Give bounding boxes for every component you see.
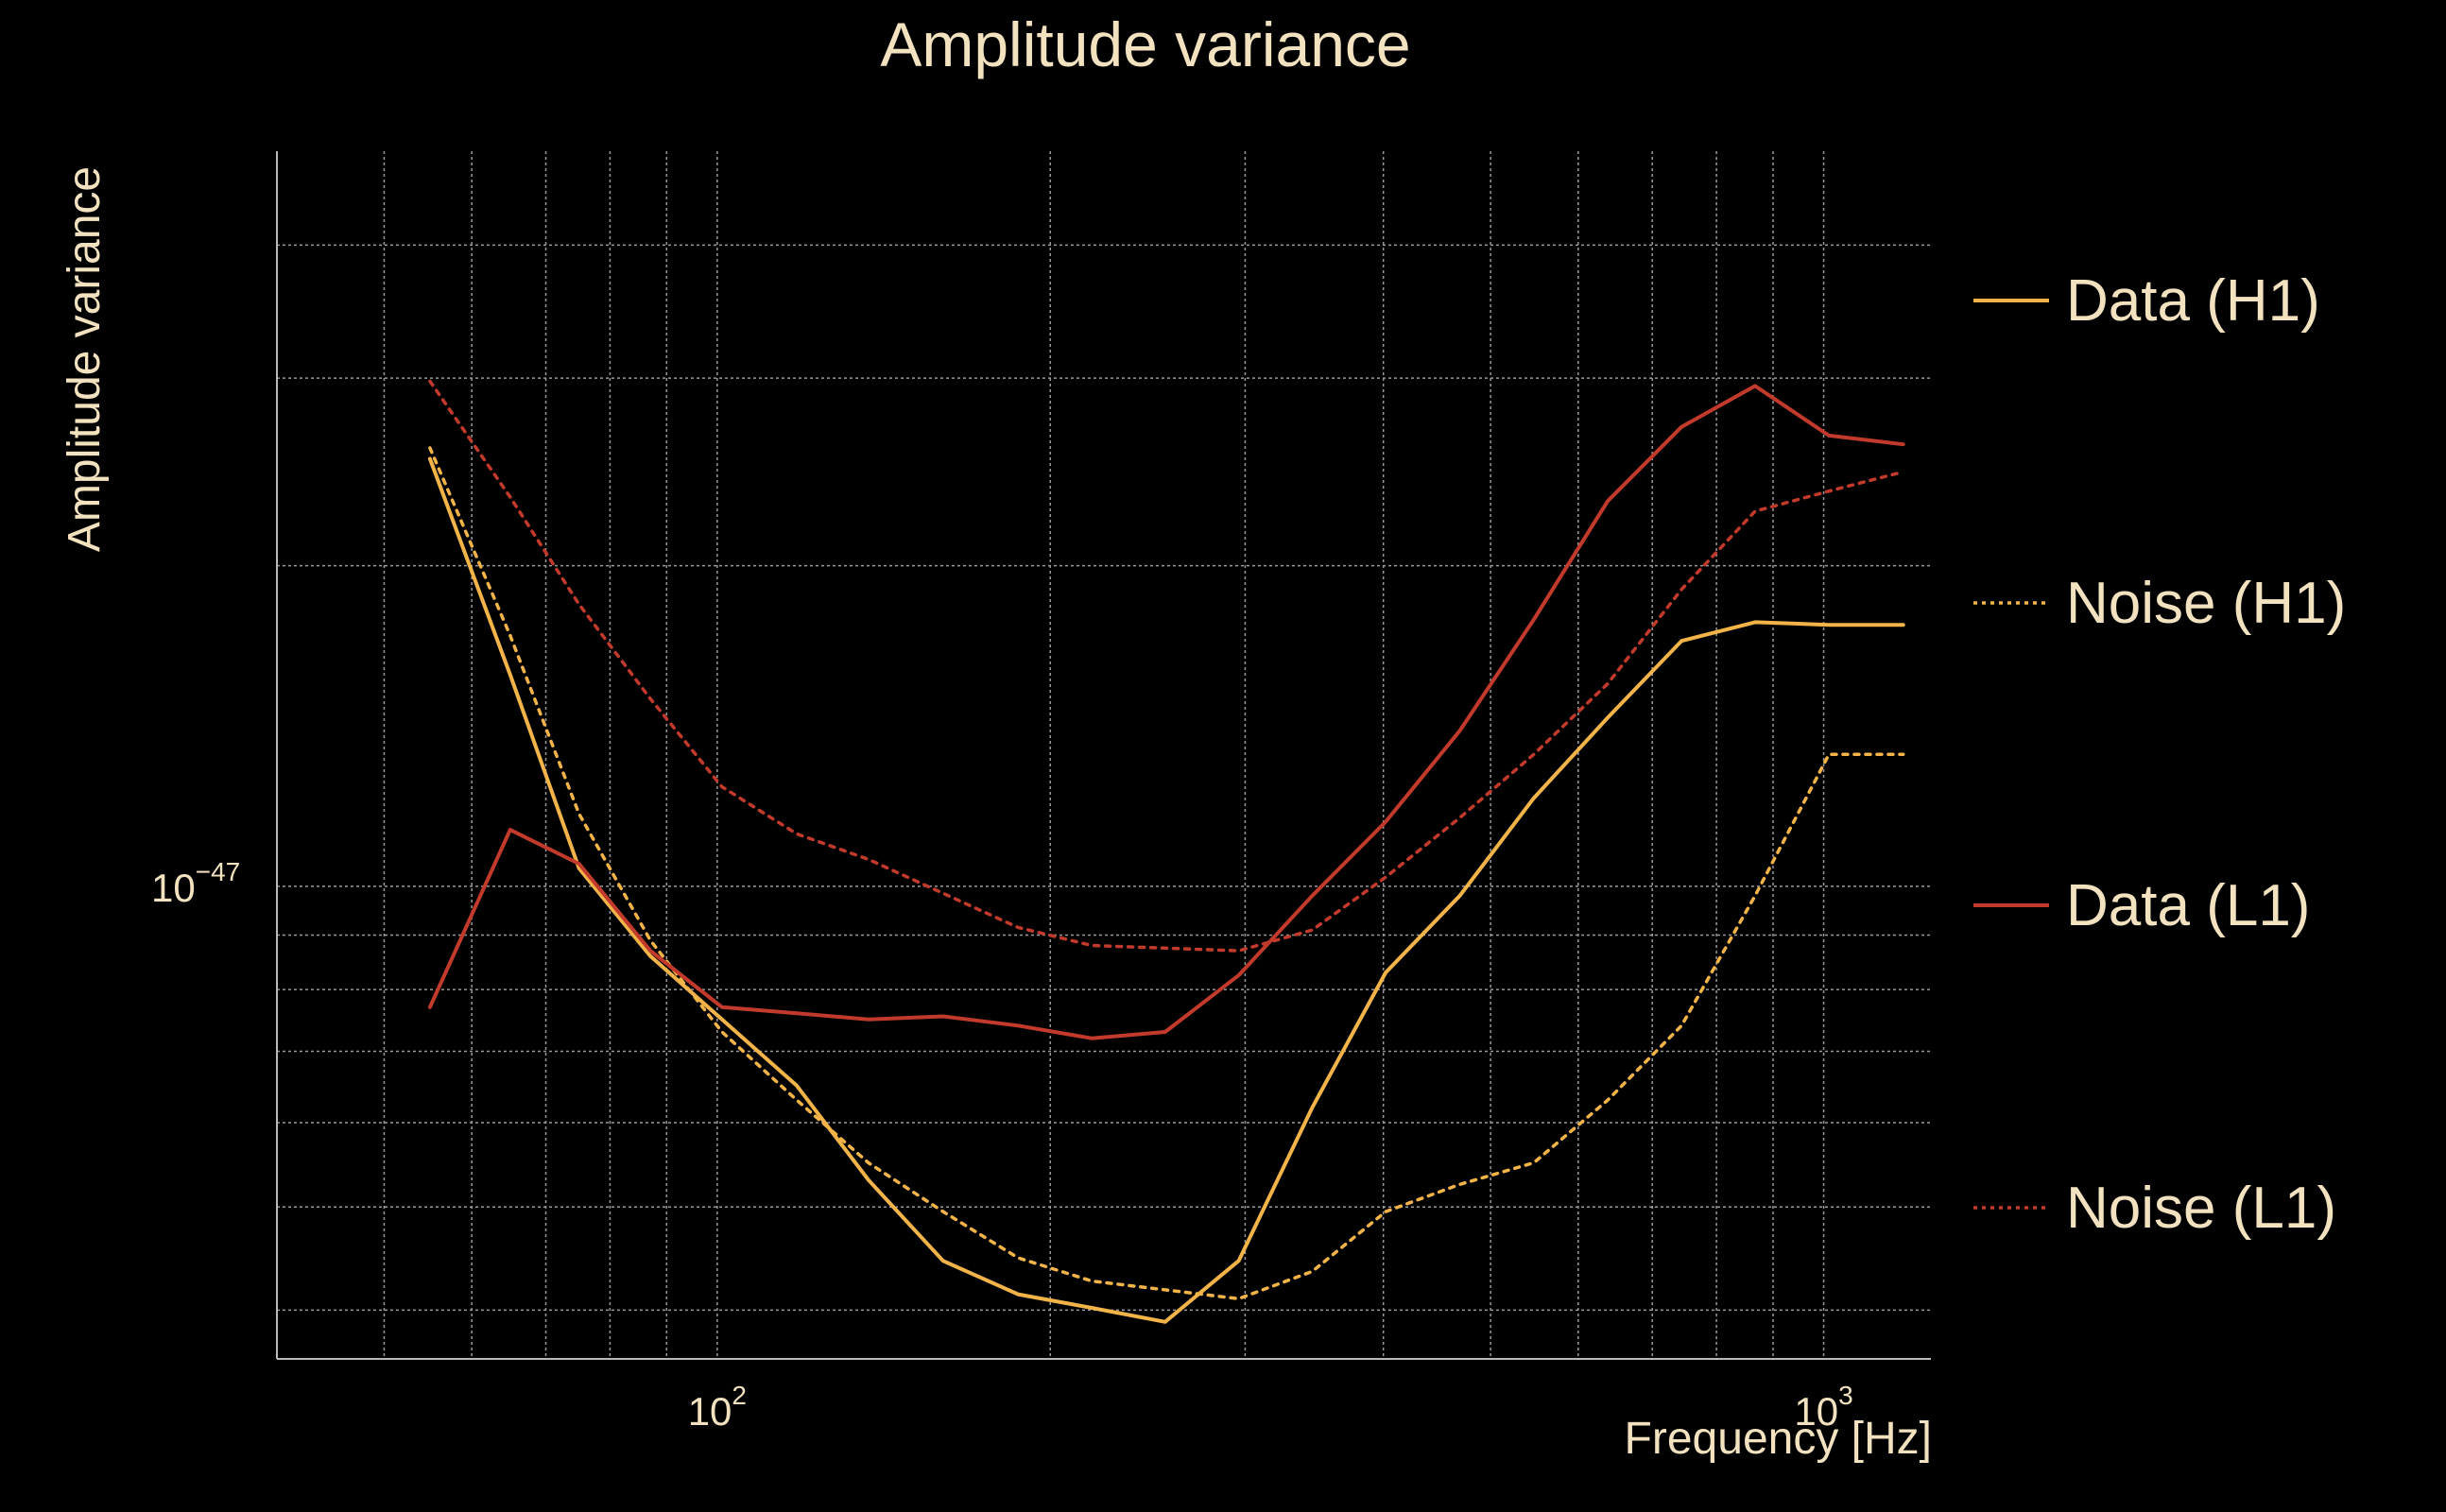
x-tick-exponent: 3 (1838, 1381, 1853, 1410)
series-lines (427, 379, 1905, 1324)
chart-title: Amplitude variance (880, 9, 1410, 79)
x-axis-label: Frequency [Hz] (1625, 1414, 1932, 1464)
legend-label-data-h1: Data (H1) (2066, 268, 2320, 334)
axes (276, 151, 1931, 1360)
legend-label-data-l1: Data (L1) (2066, 873, 2310, 938)
legend-label-noise-h1: Noise (H1) (2066, 571, 2346, 636)
legend: Data (H1) Noise (H1) Data (L1) Noise (L1) (1973, 268, 2346, 1241)
x-tick-label: 102 (688, 1381, 747, 1434)
x-tick-exponent: 2 (732, 1381, 747, 1410)
series-line-data-h1 (427, 456, 1905, 1324)
y-tick-exponent: −47 (196, 857, 241, 886)
series-line-noise-h1 (428, 446, 1905, 1301)
series-line-data-l1 (427, 384, 1905, 1040)
grid (276, 151, 1931, 1359)
series-line-noise-l1 (428, 379, 1905, 953)
y-tick-label: 10−47 (151, 857, 240, 910)
y-axis-label: Amplitude variance (60, 166, 110, 552)
legend-label-noise-l1: Noise (L1) (2066, 1176, 2336, 1241)
